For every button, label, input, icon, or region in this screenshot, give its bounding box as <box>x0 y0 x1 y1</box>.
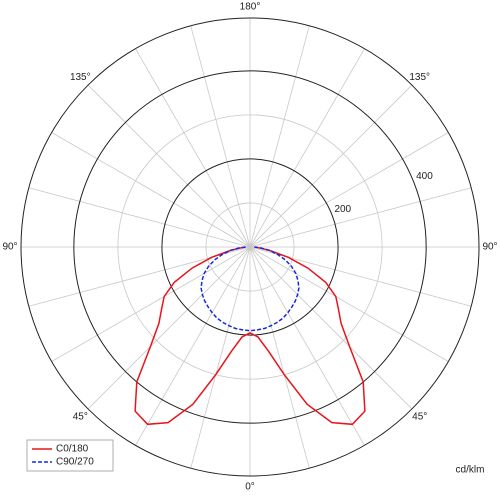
series-line <box>200 246 300 332</box>
minor-grid-circle <box>205 202 295 292</box>
spoke <box>28 187 251 248</box>
angle-tick-label: 90° <box>2 242 17 253</box>
spoke <box>249 246 310 469</box>
spoke <box>135 246 251 446</box>
legend-label: C90/270 <box>56 457 94 468</box>
series-line <box>134 246 366 426</box>
spoke <box>249 246 365 446</box>
spoke <box>249 25 310 248</box>
angle-tick-label: 45° <box>73 411 88 422</box>
spoke <box>249 246 449 362</box>
r-tick-label: 200 <box>334 204 351 215</box>
spoke <box>135 48 251 248</box>
outer-circle <box>20 17 480 477</box>
grid-circle <box>161 158 339 336</box>
spoke <box>87 84 251 248</box>
r-tick-label: 400 <box>416 171 433 182</box>
angle-tick-label: 90° <box>482 242 497 253</box>
angle-tick-label: 0° <box>245 482 255 493</box>
spoke <box>190 25 251 248</box>
spoke <box>249 246 413 410</box>
minor-grid-circle <box>117 114 383 380</box>
spoke <box>87 246 251 410</box>
spoke <box>249 132 449 248</box>
legend-label: C0/180 <box>56 444 89 455</box>
angle-tick-label: 180° <box>240 2 261 13</box>
spoke <box>249 187 472 248</box>
angle-tick-label: 45° <box>412 411 427 422</box>
angle-tick-label: 135° <box>409 72 430 83</box>
spoke <box>249 84 413 248</box>
grid-circle <box>73 70 427 424</box>
unit-label: cd/klm <box>456 465 485 476</box>
spoke <box>51 246 251 362</box>
legend-box <box>26 439 114 472</box>
spoke <box>249 48 365 248</box>
spoke <box>51 132 251 248</box>
angle-tick-label: 135° <box>70 72 91 83</box>
spoke <box>190 246 251 469</box>
